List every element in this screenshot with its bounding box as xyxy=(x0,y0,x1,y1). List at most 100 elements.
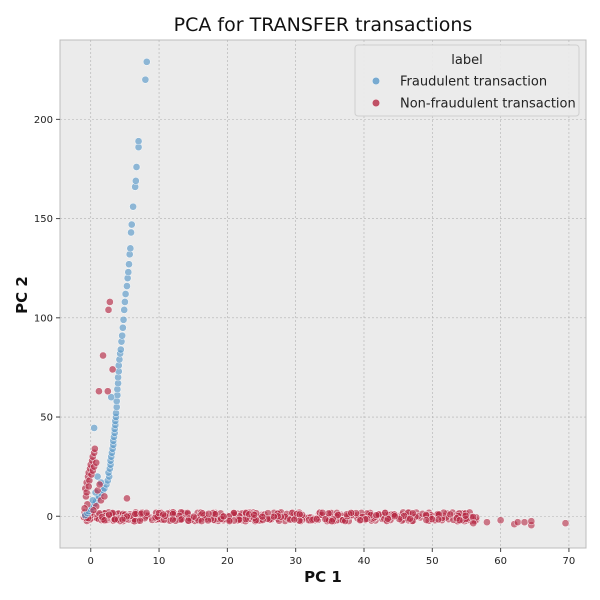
fraud-point xyxy=(123,282,131,290)
series-1 xyxy=(80,298,131,515)
nonfraud-point xyxy=(100,516,109,525)
nonfraud-point xyxy=(184,516,193,525)
nonfraud-point xyxy=(204,516,212,525)
x-axis-title: PC 1 xyxy=(304,568,342,586)
fraud-point xyxy=(126,244,135,253)
nonfraud-point xyxy=(270,512,278,521)
nonfraud-point xyxy=(103,387,112,396)
x-tick-label: 30 xyxy=(289,556,302,567)
nonfraud-band xyxy=(80,508,570,530)
nonfraud-point xyxy=(80,504,89,513)
nonfraud-point xyxy=(469,519,478,528)
nonfraud-point xyxy=(290,515,299,524)
nonfraud-point xyxy=(136,516,144,525)
nonfraud-point xyxy=(422,516,431,524)
nonfraud-point xyxy=(561,519,570,528)
nonfraud-point xyxy=(105,510,113,519)
fraud-point xyxy=(107,393,116,402)
y-tick-label: 150 xyxy=(34,214,53,225)
legend: label Fraudulent transaction Non-fraudulen… xyxy=(354,44,580,117)
legend-marker xyxy=(371,98,381,108)
nonfraud-point xyxy=(95,387,103,396)
nonfraud-point xyxy=(123,494,131,503)
fraud-point xyxy=(121,290,130,298)
x-tick-label: 60 xyxy=(494,556,507,567)
y-axis-title: PC 2 xyxy=(13,276,31,314)
nonfraud-point xyxy=(177,515,186,524)
plot-area: 0 10 20 30 40 50 60 70 0 50 100 150 200 xyxy=(34,39,587,567)
nonfraud-point xyxy=(110,515,119,524)
chart-title: PCA for TRANSFER transactions xyxy=(174,14,473,36)
fraud-point xyxy=(120,306,129,314)
nonfraud-point xyxy=(455,516,464,525)
nonfraud-point xyxy=(312,515,321,523)
nonfraud-point xyxy=(159,510,168,519)
nonfraud-point xyxy=(104,306,113,314)
fraud-point xyxy=(142,57,151,66)
legend-title: label xyxy=(451,53,482,68)
fraud-point xyxy=(121,298,129,306)
nonfraud-point xyxy=(356,516,364,525)
fraud-point xyxy=(119,315,128,324)
fraud-point xyxy=(127,220,136,229)
nonfraud-point xyxy=(334,510,342,519)
fraud-point xyxy=(124,268,133,277)
fraud-point xyxy=(127,228,135,237)
fraud-point xyxy=(134,137,143,146)
fraud-point xyxy=(116,345,125,354)
fraud-point xyxy=(118,331,127,340)
fraud-point xyxy=(118,323,127,332)
y-tick-label: 0 xyxy=(47,512,53,523)
nonfraud-point xyxy=(347,509,356,517)
nonfraud-point xyxy=(295,510,304,519)
x-tick-label: 0 xyxy=(88,556,94,567)
x-tick-label: 20 xyxy=(221,556,234,567)
nonfraud-point xyxy=(95,480,104,489)
nonfraud-point xyxy=(168,515,177,524)
nonfraud-point xyxy=(197,517,206,525)
fraud-point xyxy=(131,177,140,185)
nonfraud-point xyxy=(520,518,529,527)
x-tick-label: 40 xyxy=(358,556,371,567)
nonfraud-point xyxy=(99,351,107,360)
nonfraud-point xyxy=(142,508,151,517)
nonfraud-point xyxy=(219,512,228,521)
nonfraud-point xyxy=(327,517,336,526)
x-tick-label: 10 xyxy=(153,556,166,567)
nonfraud-point xyxy=(318,508,327,517)
nonfraud-point xyxy=(390,512,399,521)
legend-label: Fraudulent transaction xyxy=(400,75,547,90)
fraud-point xyxy=(90,424,99,432)
nonfraud-point xyxy=(381,509,390,517)
nonfraud-point xyxy=(446,510,455,519)
nonfraud-point xyxy=(108,365,117,374)
nonfraud-point xyxy=(496,516,505,525)
y-tick-label: 100 xyxy=(34,313,53,324)
nonfraud-point xyxy=(372,511,381,520)
nonfraud-point xyxy=(225,517,234,525)
nonfraud-point xyxy=(258,512,267,521)
x-tick-label: 50 xyxy=(426,556,439,567)
nonfraud-point xyxy=(434,515,443,524)
fraud-point xyxy=(141,75,150,84)
nonfraud-point xyxy=(250,510,259,519)
nonfraud-point xyxy=(527,517,536,526)
y-tick-label: 50 xyxy=(40,413,53,424)
plot-background xyxy=(59,39,587,549)
nonfraud-point xyxy=(106,298,114,306)
legend-box xyxy=(354,44,580,117)
y-tick-label: 200 xyxy=(34,115,53,126)
nonfraud-point xyxy=(461,511,470,520)
fraud-point xyxy=(125,260,133,269)
nonfraud-point xyxy=(513,518,522,527)
nonfraud-point xyxy=(204,509,213,518)
nonfraud-point xyxy=(406,514,414,523)
nonfraud-point xyxy=(90,444,99,453)
legend-marker xyxy=(371,76,381,86)
nonfraud-point xyxy=(89,506,98,515)
nonfraud-point xyxy=(483,518,491,527)
fraud-point xyxy=(129,202,137,211)
nonfraud-point xyxy=(189,512,198,521)
nonfraud-point xyxy=(118,515,127,524)
